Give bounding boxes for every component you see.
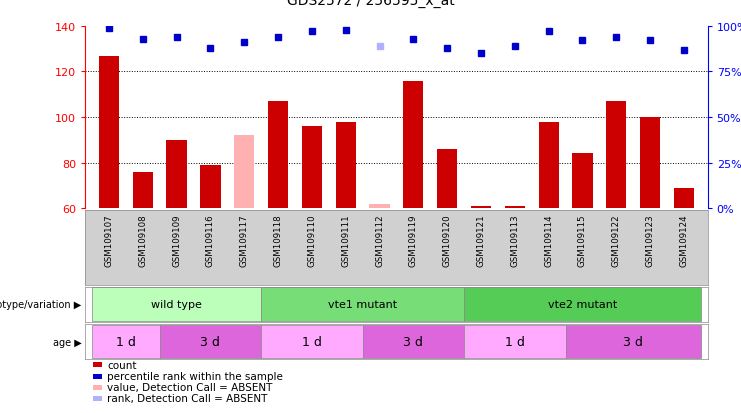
Bar: [302, 127, 322, 209]
Text: GSM109123: GSM109123: [645, 214, 654, 267]
Bar: [565, 325, 701, 358]
Text: GSM109117: GSM109117: [239, 214, 249, 267]
Text: GSM109120: GSM109120: [442, 214, 452, 267]
Bar: [92, 325, 159, 358]
Text: vte1 mutant: vte1 mutant: [328, 299, 397, 310]
Text: GSM109122: GSM109122: [612, 214, 621, 267]
Text: 1 d: 1 d: [116, 335, 136, 348]
Text: 1 d: 1 d: [302, 335, 322, 348]
Text: GSM109115: GSM109115: [578, 214, 587, 267]
Text: GSM109111: GSM109111: [341, 214, 350, 267]
Bar: [640, 118, 660, 209]
Bar: [464, 288, 701, 321]
Text: wild type: wild type: [151, 299, 202, 310]
Text: percentile rank within the sample: percentile rank within the sample: [107, 371, 283, 381]
Text: GSM109124: GSM109124: [679, 214, 688, 267]
Bar: [505, 206, 525, 209]
Text: GSM109108: GSM109108: [139, 214, 147, 267]
Text: GSM109118: GSM109118: [273, 214, 282, 267]
Bar: [539, 122, 559, 209]
Bar: [159, 325, 261, 358]
Bar: [133, 172, 153, 209]
Text: GSM109109: GSM109109: [172, 214, 181, 267]
Bar: [606, 102, 626, 209]
Text: age ▶: age ▶: [53, 337, 82, 347]
Text: 3 d: 3 d: [201, 335, 220, 348]
Bar: [92, 288, 261, 321]
Bar: [261, 288, 464, 321]
Bar: [200, 165, 221, 209]
Text: GSM109113: GSM109113: [511, 214, 519, 267]
Text: 3 d: 3 d: [403, 335, 423, 348]
Bar: [437, 150, 457, 209]
Text: count: count: [107, 360, 137, 370]
Bar: [261, 325, 362, 358]
Bar: [464, 325, 565, 358]
Text: GSM109116: GSM109116: [206, 214, 215, 267]
Text: 3 d: 3 d: [623, 335, 643, 348]
Bar: [167, 140, 187, 209]
Text: rank, Detection Call = ABSENT: rank, Detection Call = ABSENT: [107, 394, 268, 404]
Bar: [471, 206, 491, 209]
Bar: [99, 56, 119, 209]
Text: GSM109110: GSM109110: [308, 214, 316, 267]
Text: value, Detection Call = ABSENT: value, Detection Call = ABSENT: [107, 382, 273, 392]
Bar: [572, 154, 593, 209]
Bar: [369, 204, 390, 209]
Bar: [674, 188, 694, 209]
Text: vte2 mutant: vte2 mutant: [548, 299, 617, 310]
Bar: [403, 81, 424, 209]
Text: GSM109119: GSM109119: [409, 214, 418, 267]
Bar: [268, 102, 288, 209]
Text: GSM109112: GSM109112: [375, 214, 384, 267]
Text: genotype/variation ▶: genotype/variation ▶: [0, 299, 82, 310]
Text: GSM109121: GSM109121: [476, 214, 485, 267]
Text: 1 d: 1 d: [505, 335, 525, 348]
Bar: [362, 325, 464, 358]
Text: GDS2572 / 256595_x_at: GDS2572 / 256595_x_at: [287, 0, 454, 8]
Bar: [234, 136, 254, 209]
Text: GSM109107: GSM109107: [104, 214, 113, 267]
Text: GSM109114: GSM109114: [544, 214, 554, 267]
Bar: [336, 122, 356, 209]
